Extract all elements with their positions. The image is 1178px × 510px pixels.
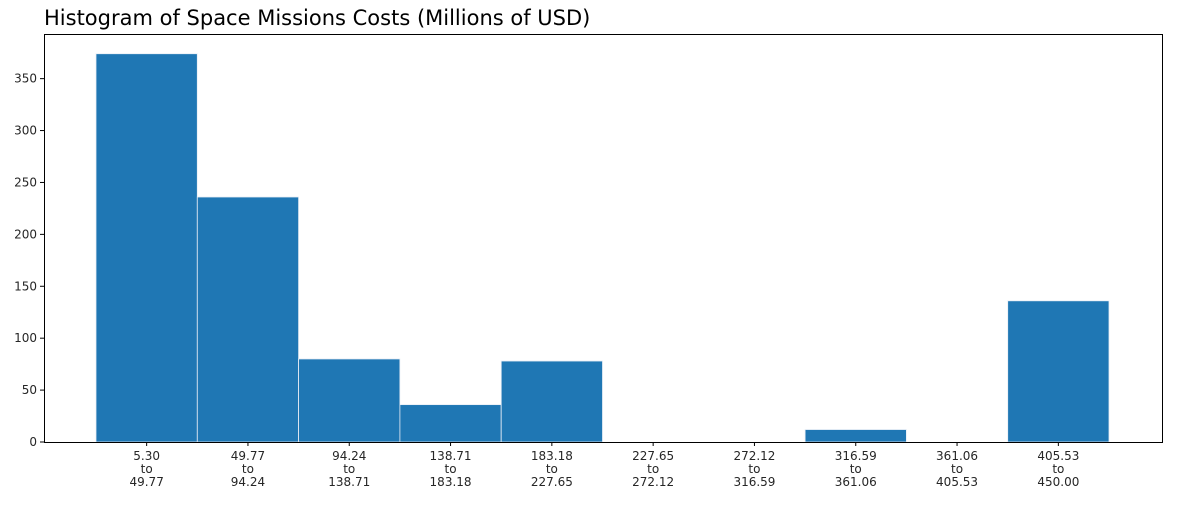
x-tick-label: 316.59 to 361.06 [835, 449, 877, 489]
chart-title: Histogram of Space Missions Costs (Milli… [44, 6, 591, 30]
y-tick-label: 250 [14, 175, 37, 189]
x-tick-label: 183.18 to 227.65 [531, 449, 573, 489]
y-tick-label: 350 [14, 72, 37, 86]
bars-group [95, 53, 1110, 443]
y-tick-label: 200 [14, 227, 37, 241]
y-tick-label: 300 [14, 124, 37, 138]
y-tick-label: 100 [14, 331, 37, 345]
bar-3 [399, 404, 502, 443]
bar-0 [95, 53, 198, 443]
y-tick-label: 0 [29, 435, 37, 449]
x-tick-label: 361.06 to 405.53 [936, 449, 978, 489]
x-tick-label: 272.12 to 316.59 [733, 449, 775, 489]
x-tick-label: 227.65 to 272.12 [632, 449, 674, 489]
plot-frame [44, 34, 1163, 443]
x-tick-label: 49.77 to 94.24 [231, 449, 265, 489]
y-axis: 0 50 100 150 200 250 300 350 [14, 72, 44, 449]
bar-9 [1007, 300, 1110, 443]
y-tick-label: 50 [22, 383, 37, 397]
bar-1 [196, 196, 300, 443]
x-tick-label: 5.30 to 49.77 [129, 449, 163, 489]
x-tick-label: 138.71 to 183.18 [430, 449, 472, 489]
bar-2 [298, 358, 401, 443]
x-axis: 5.30 to 49.77 49.77 to 94.24 94.24 to 138.71 138.… [129, 442, 1079, 489]
x-tick-label: 405.53 to 450.00 [1037, 449, 1079, 489]
bar-7 [804, 429, 907, 443]
x-tick-label: 94.24 to 138.71 [328, 449, 370, 489]
y-tick-label: 150 [14, 279, 37, 293]
bar-4 [500, 360, 603, 443]
